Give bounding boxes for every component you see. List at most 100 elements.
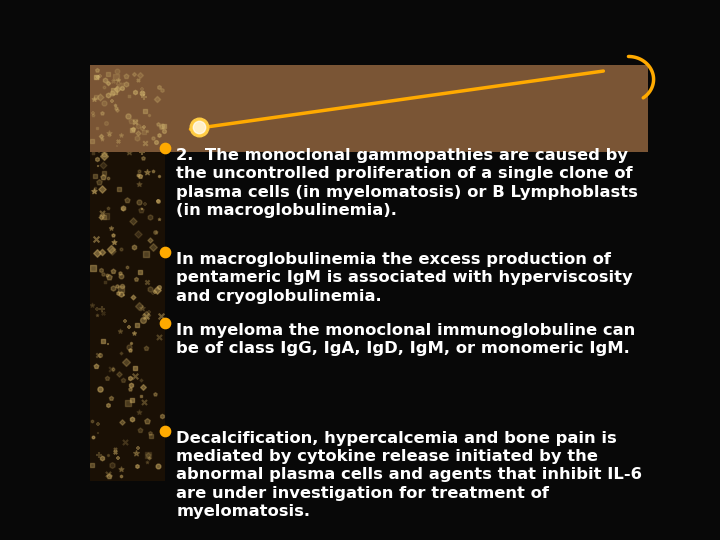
Point <box>153 131 165 140</box>
Point <box>86 301 97 309</box>
Point <box>93 162 104 171</box>
Point <box>115 289 127 298</box>
Point <box>150 137 162 146</box>
Point <box>103 470 114 478</box>
Point <box>112 81 124 90</box>
Point <box>112 282 123 291</box>
Point <box>91 124 103 132</box>
Point <box>86 461 97 469</box>
Point <box>112 454 123 462</box>
Point <box>86 137 98 146</box>
Point <box>88 75 99 83</box>
Point <box>133 408 145 416</box>
Point <box>132 321 143 329</box>
Point <box>91 154 102 163</box>
Point <box>129 117 140 125</box>
Point <box>132 76 144 85</box>
Point <box>96 209 108 218</box>
Point <box>98 83 109 91</box>
Point <box>95 132 107 141</box>
Point <box>160 247 171 256</box>
Point <box>125 381 137 390</box>
Point <box>140 107 151 116</box>
Point <box>120 116 132 124</box>
Point <box>88 187 99 195</box>
Point <box>143 454 155 463</box>
Point <box>111 104 122 112</box>
Point <box>107 89 118 98</box>
Point <box>131 134 143 143</box>
Point <box>112 141 123 150</box>
Point <box>138 398 150 407</box>
Point <box>99 278 111 287</box>
Point <box>86 72 98 81</box>
Point <box>111 84 122 93</box>
Point <box>119 437 130 446</box>
Point <box>90 83 102 92</box>
Point <box>98 212 109 221</box>
Point <box>115 349 127 357</box>
Point <box>102 89 114 98</box>
Point <box>140 139 151 147</box>
Point <box>135 376 147 384</box>
Point <box>115 131 127 139</box>
Point <box>141 417 153 426</box>
Point <box>96 454 108 462</box>
Point <box>133 166 145 175</box>
Point <box>115 464 127 473</box>
Point <box>124 385 135 394</box>
Point <box>124 374 135 382</box>
Point <box>92 350 104 359</box>
Point <box>137 85 148 93</box>
Point <box>102 91 113 100</box>
Point <box>140 344 152 353</box>
Point <box>142 450 153 459</box>
Point <box>99 75 111 84</box>
Point <box>153 283 165 292</box>
Point <box>156 123 167 131</box>
Point <box>135 71 146 79</box>
Point <box>92 429 104 437</box>
Point <box>149 389 161 398</box>
Point <box>126 126 138 134</box>
Point <box>91 305 102 314</box>
Point <box>133 180 145 188</box>
Point <box>117 204 129 212</box>
Point <box>89 184 101 192</box>
Point <box>103 472 114 481</box>
Point <box>124 343 135 352</box>
Point <box>140 278 152 286</box>
Point <box>122 262 133 271</box>
Point <box>112 288 124 297</box>
Point <box>94 350 106 359</box>
Point <box>98 160 109 169</box>
Point <box>140 310 152 319</box>
Point <box>128 70 140 79</box>
Point <box>150 287 161 296</box>
Point <box>156 85 168 94</box>
Point <box>145 235 156 244</box>
Point <box>115 285 127 293</box>
Point <box>160 427 171 435</box>
Point <box>108 238 120 246</box>
Point <box>129 84 140 93</box>
Point <box>97 309 109 318</box>
Point <box>138 316 149 325</box>
Point <box>193 123 204 132</box>
Text: 2.  The monoclonal gammopathies are caused by
the uncontrolled proliferation of : 2. The monoclonal gammopathies are cause… <box>176 148 639 218</box>
Point <box>107 460 118 469</box>
Point <box>119 317 130 326</box>
Point <box>137 144 148 152</box>
Point <box>108 91 120 99</box>
Point <box>90 235 102 244</box>
Point <box>107 231 119 239</box>
Point <box>133 198 145 207</box>
Point <box>130 364 141 373</box>
Point <box>104 131 115 139</box>
Point <box>147 242 158 251</box>
Point <box>137 304 148 313</box>
Point <box>96 305 108 313</box>
Point <box>122 399 133 408</box>
Point <box>102 340 114 349</box>
Point <box>105 365 117 374</box>
